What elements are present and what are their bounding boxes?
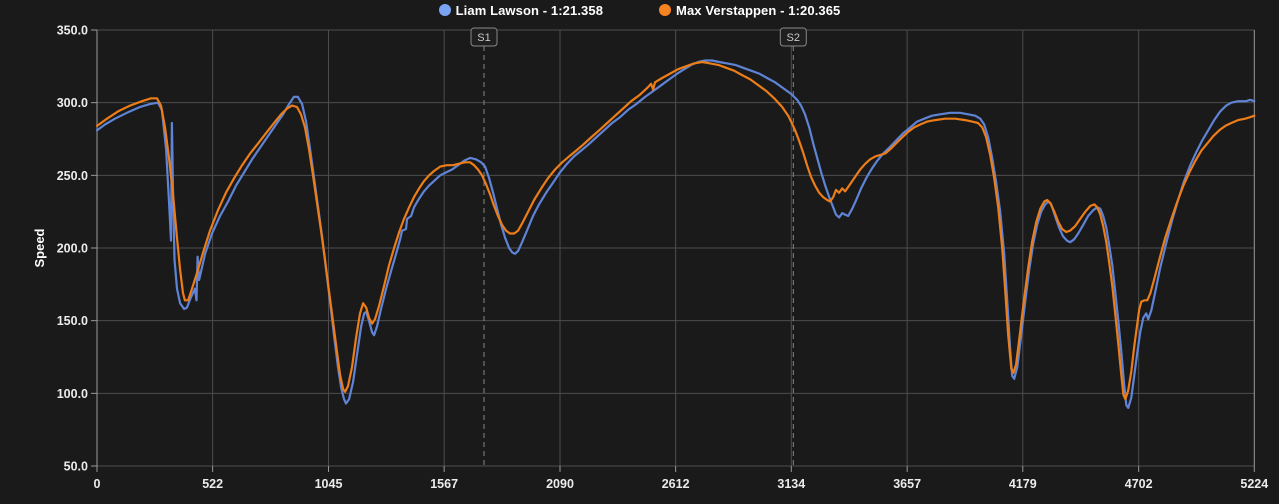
legend-label-lawson: Liam Lawson - 1:21.358 — [455, 2, 604, 18]
series-line-verstappen[interactable] — [95, 60, 1256, 401]
x-tick-label: 3134 — [777, 477, 805, 491]
x-tick-label: 522 — [202, 477, 223, 491]
sector-label-s2: S2 — [787, 32, 800, 44]
legend-label-verstappen: Max Verstappen - 1:20.365 — [676, 2, 841, 18]
legend: Liam Lawson - 1:21.358 Max Verstappen - … — [0, 0, 1279, 20]
sector-label-s1: S1 — [477, 32, 490, 44]
plot-area[interactable] — [97, 30, 1254, 466]
x-tick-label: 4702 — [1125, 477, 1153, 491]
y-tick-label: 200.0 — [57, 242, 88, 256]
x-tick-label: 2612 — [662, 477, 690, 491]
x-tick-label: 1567 — [430, 477, 458, 491]
legend-item-lawson[interactable]: Liam Lawson - 1:21.358 — [438, 2, 604, 18]
y-tick-label: 150.0 — [57, 314, 88, 328]
y-tick-label: 50.0 — [64, 460, 88, 474]
y-tick-label: 300.0 — [57, 96, 88, 110]
legend-dot-lawson-icon — [438, 4, 451, 16]
legend-dot-verstappen-icon — [659, 4, 672, 16]
y-tick-label: 250.0 — [57, 169, 88, 183]
y-tick-label: 100.0 — [57, 387, 88, 401]
x-tick-label: 0 — [94, 477, 101, 491]
x-tick-label: 5224 — [1240, 477, 1268, 491]
x-tick-label: 4179 — [1009, 477, 1037, 491]
x-tick-label: 1045 — [315, 477, 343, 491]
y-tick-label: 350.0 — [57, 24, 88, 38]
legend-item-verstappen[interactable]: Max Verstappen - 1:20.365 — [659, 3, 840, 18]
sector-box-s2 — [779, 27, 807, 47]
y-axis-title: Speed — [32, 228, 47, 267]
x-tick-label: 3657 — [893, 477, 921, 491]
x-tick-label: 2090 — [546, 477, 574, 491]
sector-box-s1 — [470, 27, 498, 47]
